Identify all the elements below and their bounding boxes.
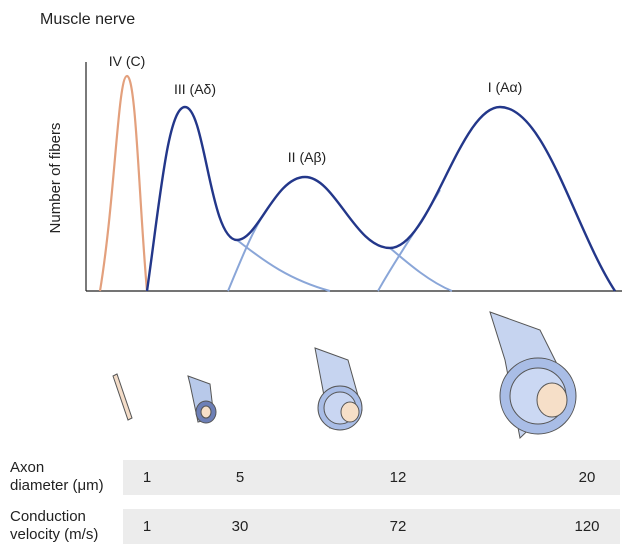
row-band <box>123 509 620 544</box>
cell: 72 <box>389 518 407 535</box>
cell: 1 <box>142 518 152 535</box>
label-line: velocity (m/s) <box>10 526 99 543</box>
title: Muscle nerve <box>40 11 135 28</box>
cell: 20 <box>578 469 596 486</box>
cell: 30 <box>231 518 249 535</box>
cell: 12 <box>389 469 407 486</box>
label-line: Conduction <box>10 508 86 525</box>
cell: 5 <box>235 469 245 486</box>
peak-label: II (Aβ) <box>288 149 326 165</box>
c-fiber-curve <box>98 74 149 292</box>
envelope-curve <box>145 105 617 292</box>
figure: Muscle nerve Number of fibers IV (C) III… <box>40 11 622 439</box>
peak-label: III (Aδ) <box>174 81 216 97</box>
label-line: diameter (μm) <box>10 477 104 494</box>
row-label: Conduction velocity (m/s) <box>10 508 98 544</box>
cell: 120 <box>574 518 600 535</box>
peak-label: I (Aα) <box>488 79 523 95</box>
row-band <box>123 460 620 495</box>
cell: 1 <box>142 469 152 486</box>
axon-icons <box>112 311 577 439</box>
label-line: Axon <box>10 459 45 476</box>
peak-label: IV (C) <box>109 53 146 69</box>
row-label: Axon diameter (μm) <box>10 459 104 495</box>
table-row: Axon diameter (μm) 1 5 12 20 <box>0 459 635 497</box>
y-axis-label: Number of fibers <box>47 123 64 234</box>
table-row: Conduction velocity (m/s) 1 30 72 120 <box>0 508 635 546</box>
